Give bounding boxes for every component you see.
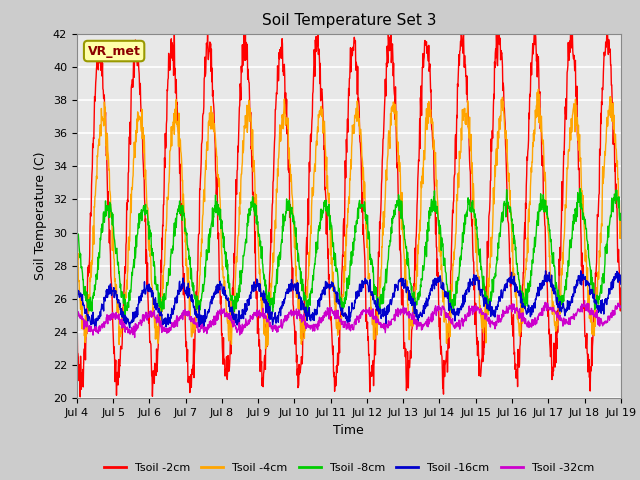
Tsoil -2cm (617, 285, 625, 291)
Tsoil -32cm (617, 305, 625, 311)
Tsoil -8cm (434, 208, 442, 214)
Tsoil -2cm (505, 232, 513, 238)
Y-axis label: Soil Temperature (C): Soil Temperature (C) (35, 152, 47, 280)
Tsoil -2cm (76, 394, 84, 400)
Tsoil -8cm (121, 315, 129, 321)
Tsoil -2cm (195, 242, 202, 248)
Tsoil -8cm (181, 228, 189, 234)
Tsoil -16cm (505, 276, 513, 282)
Legend: Tsoil -2cm, Tsoil -4cm, Tsoil -8cm, Tsoil -16cm, Tsoil -32cm: Tsoil -2cm, Tsoil -4cm, Tsoil -8cm, Tsoi… (99, 459, 598, 478)
X-axis label: Time: Time (333, 424, 364, 437)
Tsoil -4cm (553, 322, 561, 328)
Tsoil -4cm (505, 178, 513, 184)
Tsoil -4cm (180, 231, 188, 237)
Tsoil -32cm (131, 335, 138, 340)
Tsoil -16cm (91, 325, 99, 331)
Tsoil -32cm (434, 304, 442, 310)
Tsoil -2cm (255, 337, 263, 343)
Tsoil -8cm (505, 205, 513, 211)
Tsoil -16cm (181, 288, 189, 294)
Tsoil -4cm (617, 227, 625, 233)
Tsoil -8cm (576, 186, 584, 192)
Tsoil -4cm (434, 196, 442, 202)
Tsoil -16cm (73, 288, 81, 294)
Tsoil -2cm (434, 274, 442, 280)
Tsoil -2cm (181, 301, 189, 307)
Line: Tsoil -2cm: Tsoil -2cm (77, 34, 621, 397)
Text: VR_met: VR_met (88, 45, 141, 58)
Tsoil -4cm (534, 86, 542, 92)
Tsoil -16cm (195, 316, 202, 322)
Tsoil -32cm (553, 312, 561, 317)
Line: Tsoil -32cm: Tsoil -32cm (77, 300, 621, 337)
Tsoil -16cm (553, 300, 561, 306)
Tsoil -16cm (617, 281, 625, 287)
Title: Soil Temperature Set 3: Soil Temperature Set 3 (262, 13, 436, 28)
Tsoil -32cm (505, 305, 513, 311)
Tsoil -32cm (195, 328, 202, 334)
Tsoil -32cm (255, 312, 263, 318)
Tsoil -8cm (73, 227, 81, 233)
Tsoil -2cm (553, 346, 561, 351)
Tsoil -4cm (73, 241, 81, 247)
Tsoil -2cm (204, 31, 211, 36)
Tsoil -32cm (73, 309, 81, 315)
Tsoil -8cm (617, 212, 625, 218)
Tsoil -16cm (434, 279, 442, 285)
Tsoil -32cm (181, 307, 189, 312)
Tsoil -16cm (255, 287, 263, 293)
Line: Tsoil -16cm: Tsoil -16cm (77, 271, 621, 328)
Tsoil -8cm (553, 282, 561, 288)
Line: Tsoil -4cm: Tsoil -4cm (77, 89, 621, 348)
Line: Tsoil -8cm: Tsoil -8cm (77, 189, 621, 318)
Tsoil -32cm (580, 298, 588, 303)
Tsoil -8cm (255, 232, 263, 238)
Tsoil -4cm (255, 252, 262, 257)
Tsoil -4cm (194, 305, 202, 311)
Tsoil -16cm (577, 268, 584, 274)
Tsoil -8cm (195, 300, 202, 305)
Tsoil -2cm (73, 341, 81, 347)
Tsoil -4cm (262, 346, 270, 351)
